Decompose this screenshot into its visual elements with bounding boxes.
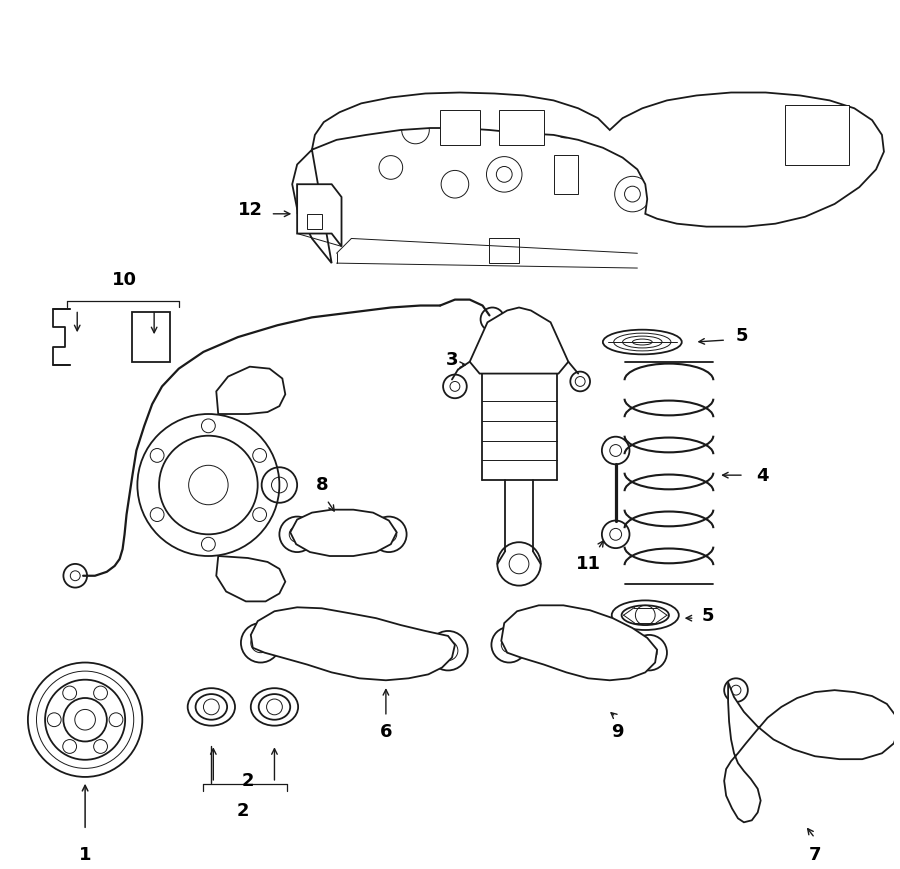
- Polygon shape: [501, 606, 657, 680]
- Polygon shape: [724, 682, 899, 822]
- Text: 8: 8: [316, 475, 328, 494]
- Polygon shape: [132, 313, 170, 362]
- Text: 3: 3: [446, 350, 458, 368]
- Text: 10: 10: [112, 270, 137, 289]
- Text: 6: 6: [380, 722, 392, 740]
- Text: 5: 5: [736, 327, 749, 345]
- Polygon shape: [786, 106, 850, 165]
- Text: 9: 9: [611, 722, 624, 740]
- Text: 5: 5: [701, 607, 714, 625]
- Polygon shape: [292, 93, 884, 264]
- Polygon shape: [440, 111, 480, 146]
- Polygon shape: [470, 308, 568, 375]
- Polygon shape: [500, 111, 544, 146]
- Text: 7: 7: [808, 845, 821, 863]
- Polygon shape: [290, 510, 397, 556]
- Text: 1: 1: [79, 845, 92, 863]
- Polygon shape: [297, 185, 341, 247]
- Text: 4: 4: [756, 467, 769, 485]
- Polygon shape: [251, 607, 454, 680]
- Text: 2: 2: [237, 800, 249, 819]
- Polygon shape: [216, 368, 285, 415]
- Polygon shape: [216, 556, 285, 601]
- Text: 2: 2: [241, 771, 254, 789]
- Polygon shape: [297, 185, 341, 228]
- Text: 11: 11: [576, 554, 600, 573]
- Text: 12: 12: [238, 201, 263, 219]
